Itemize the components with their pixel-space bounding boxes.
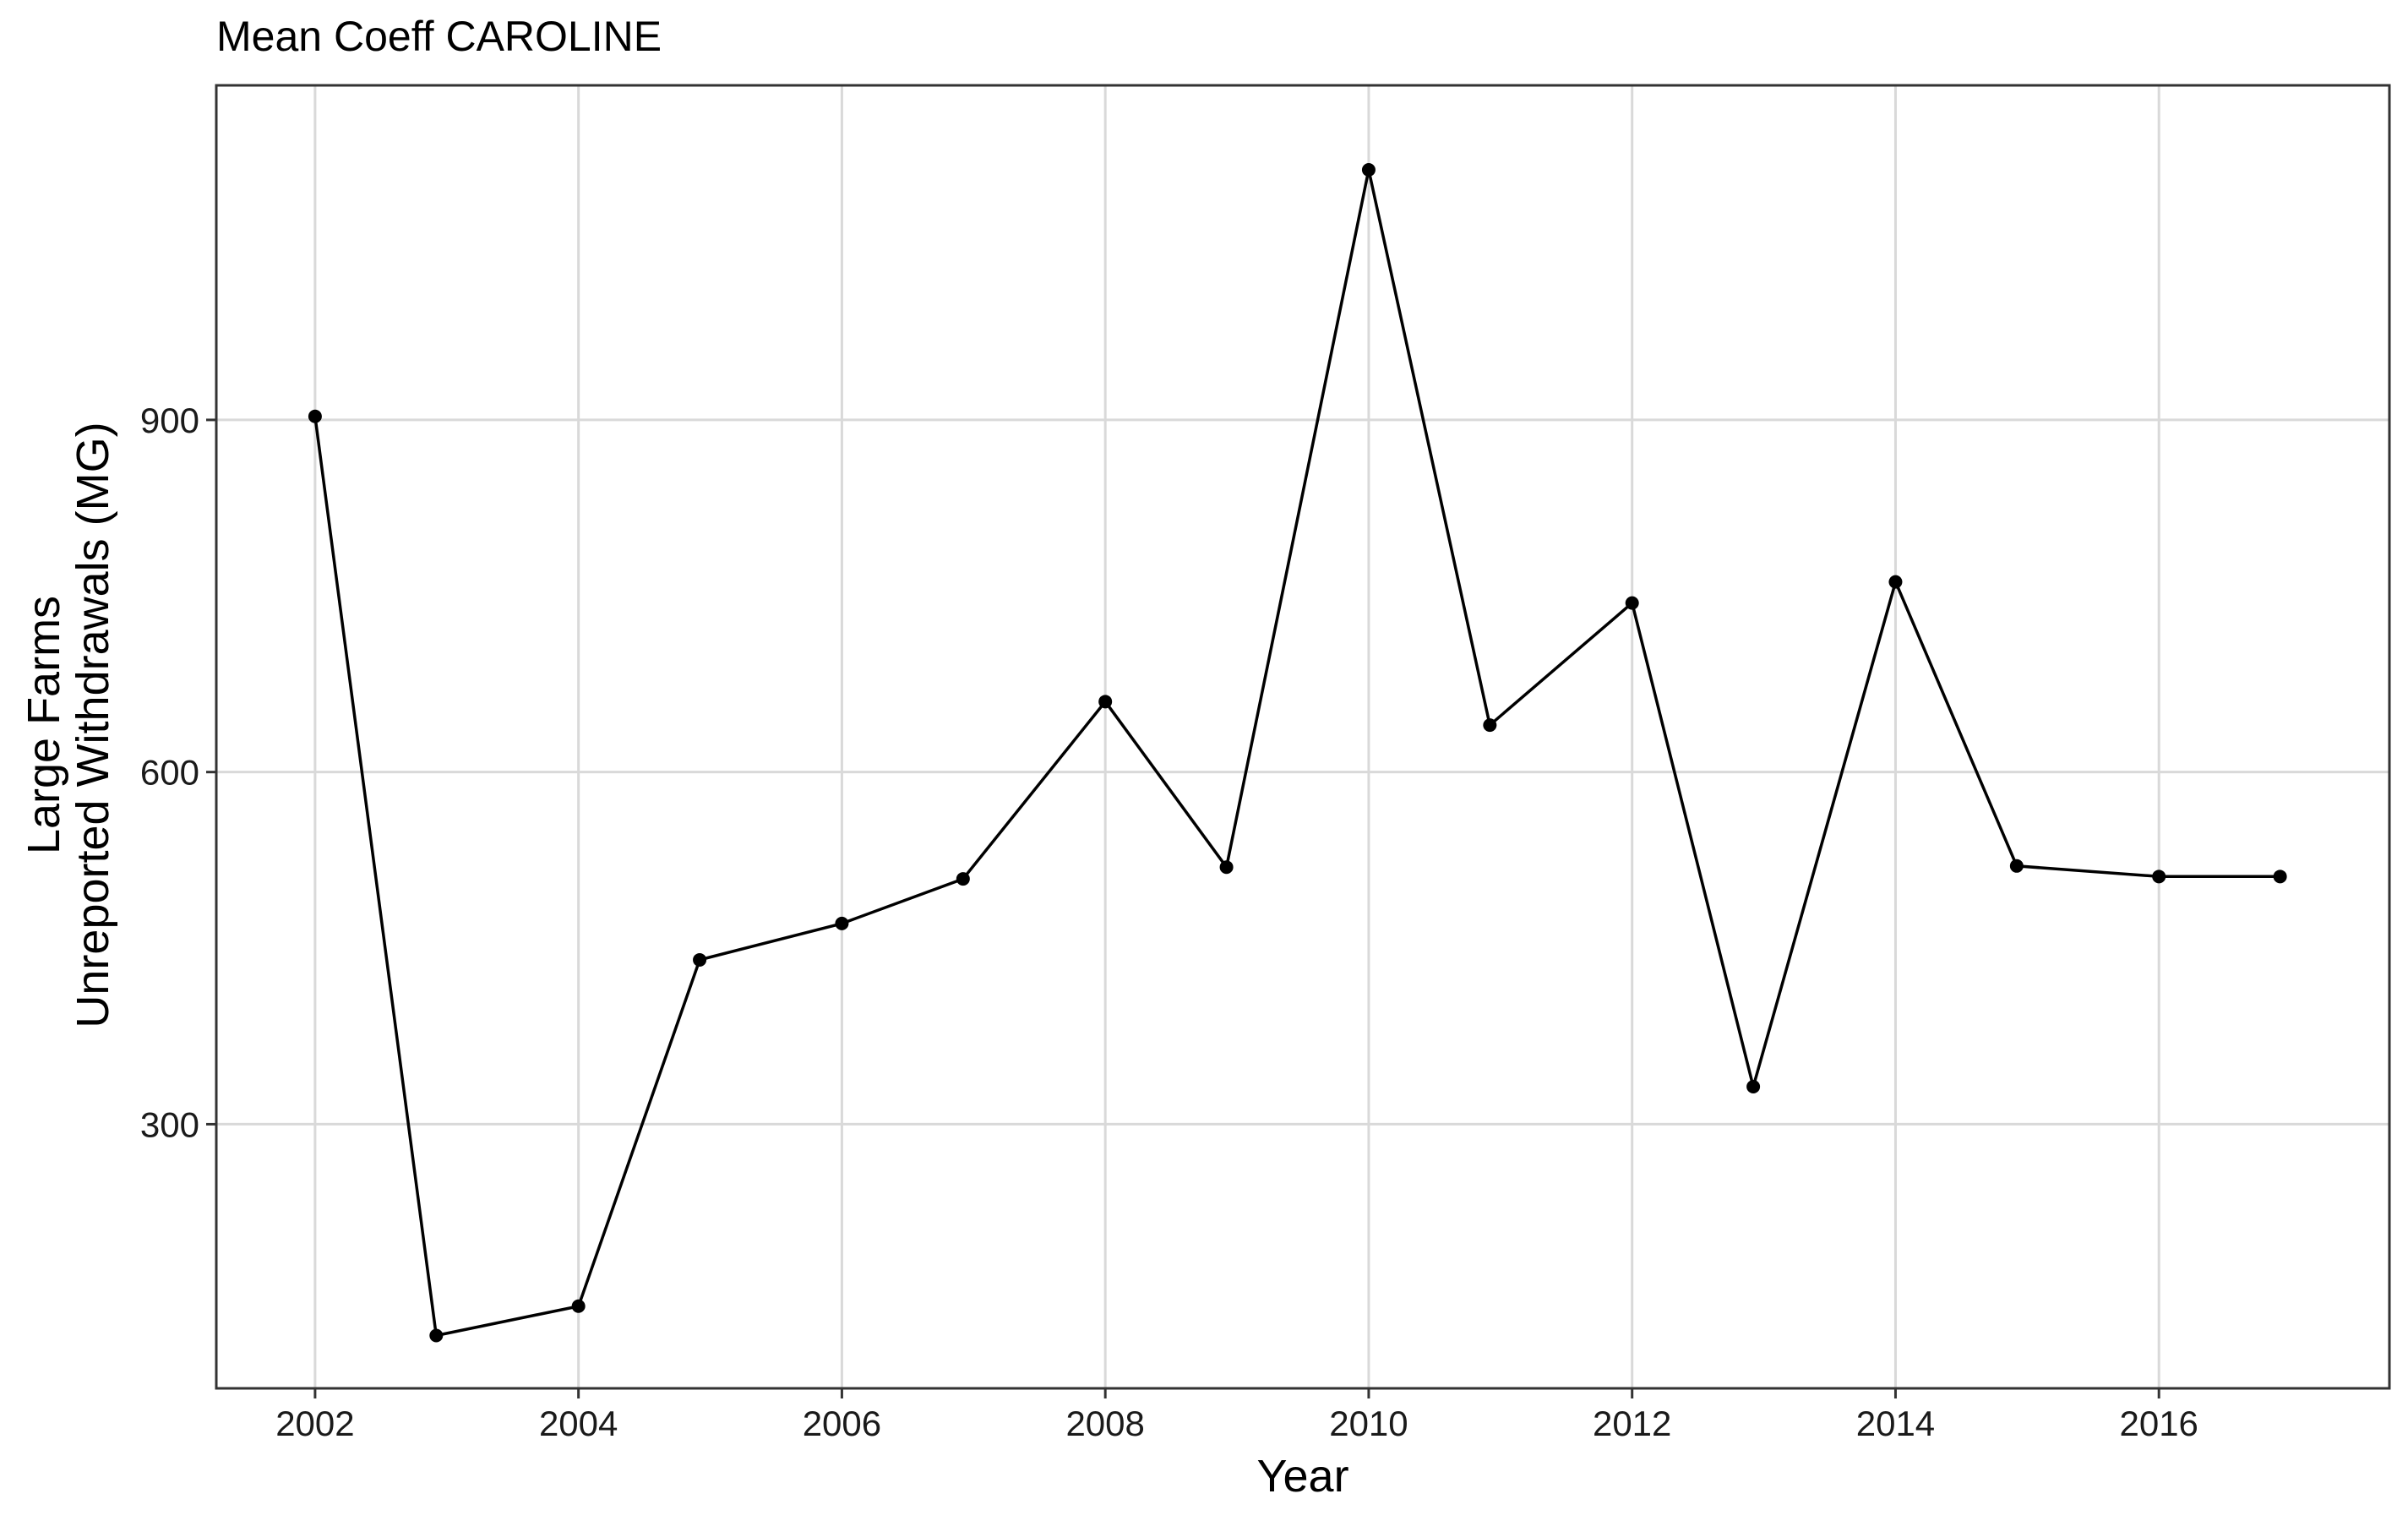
x-tick-label: 2004 [539, 1404, 618, 1443]
series-line [313, 169, 2280, 1338]
y-tick-label: 600 [140, 753, 199, 793]
data-point [1098, 695, 1113, 709]
data-point [693, 952, 707, 967]
y-tick-label: 900 [140, 401, 199, 440]
y-axis-title-line-1: Large Farms [19, 596, 69, 854]
series-group [308, 163, 2287, 1343]
data-point [2273, 870, 2287, 884]
x-axis-title: Year [1256, 1451, 1348, 1502]
plot-panel-border [215, 84, 2391, 1390]
data-point [1361, 163, 1376, 177]
y-tick-label: 300 [140, 1104, 199, 1144]
x-tick-label: 2002 [275, 1404, 354, 1443]
data-point [956, 872, 970, 886]
x-tick-label: 2016 [2119, 1404, 2198, 1443]
data-point [308, 409, 322, 423]
x-tick-label: 2006 [803, 1404, 881, 1443]
x-tick-label: 2014 [1856, 1404, 1935, 1443]
x-tick-label: 2010 [1329, 1404, 1408, 1443]
data-point [1746, 1079, 1761, 1093]
x-tick-label: 2008 [1065, 1404, 1144, 1443]
data-point [429, 1328, 444, 1343]
y-axis: 300 600 900 [140, 401, 216, 1144]
data-point [1483, 718, 1497, 733]
x-axis: 2002 2004 2006 2008 2010 2012 2014 2016 [275, 1388, 2198, 1443]
data-point [2152, 870, 2166, 884]
data-point [1219, 860, 1234, 875]
y-axis-title-line-2: Unreported Withdrawals (MG) [68, 422, 118, 1028]
gridlines [216, 85, 2389, 1388]
data-point [571, 1299, 586, 1313]
data-point [835, 916, 849, 930]
data-point [1625, 596, 1639, 610]
data-point [1888, 575, 1903, 589]
data-point [2009, 859, 2024, 873]
x-tick-label: 2012 [1593, 1404, 1671, 1443]
chart-title: Mean Coeff CAROLINE [216, 13, 662, 60]
